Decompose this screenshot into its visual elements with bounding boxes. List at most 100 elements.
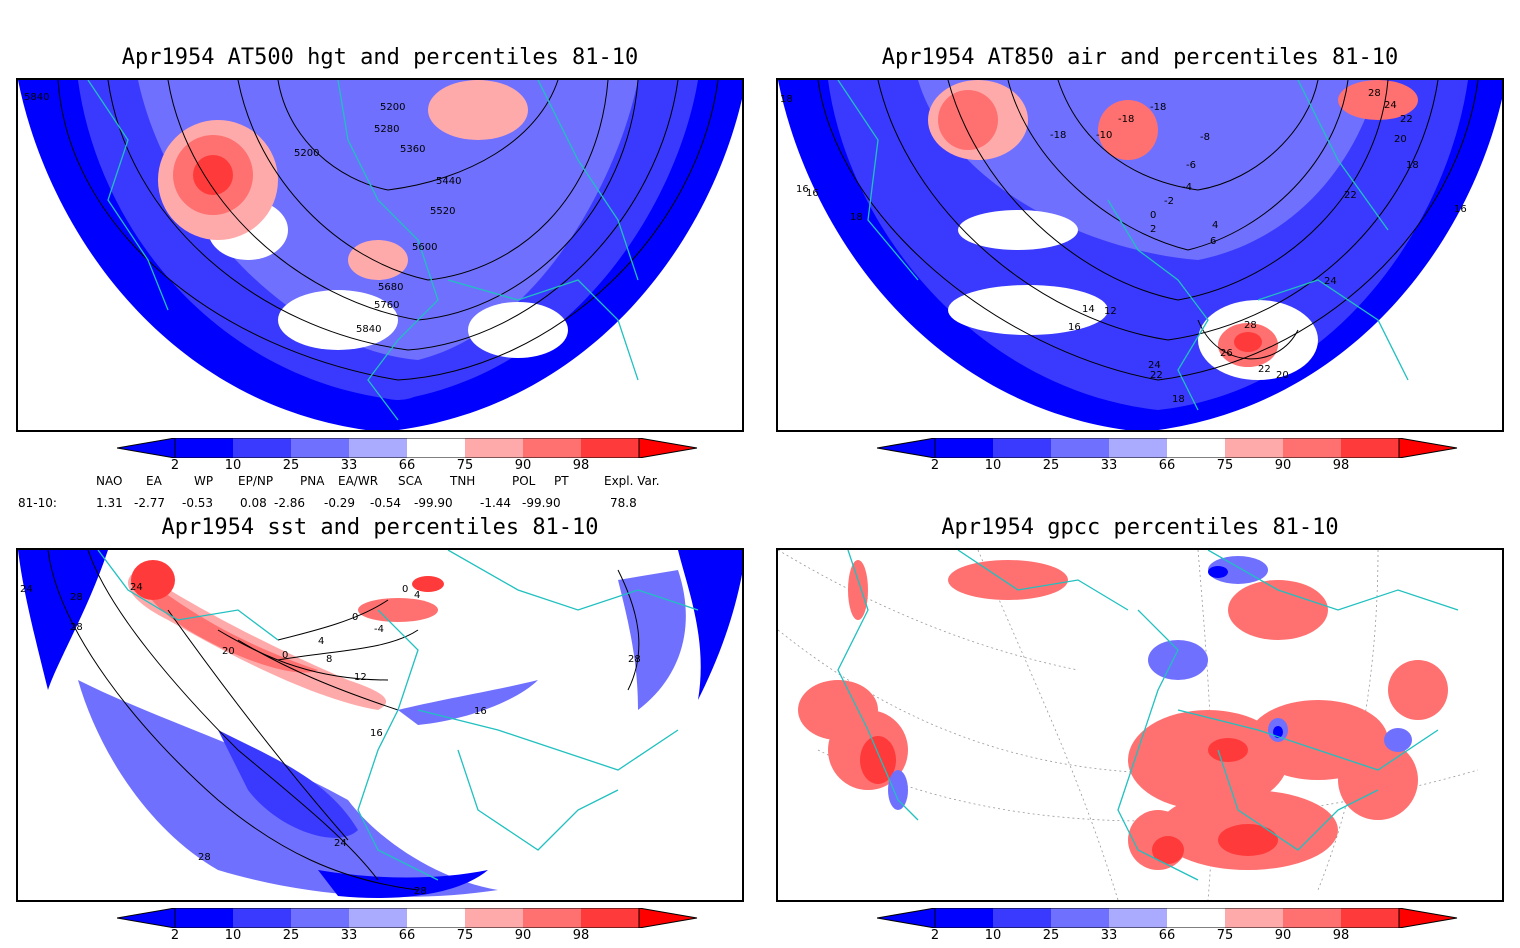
index-header: SCA — [398, 474, 423, 488]
contour-label: 5840 — [24, 92, 49, 103]
colorbar-tick: 98 — [1332, 928, 1350, 943]
contour-label: 26 — [1220, 348, 1233, 359]
index-header: PNA — [300, 474, 325, 488]
colorbar-swatches — [116, 437, 698, 459]
colorbar-tick: 2 — [170, 458, 180, 473]
colorbar-tick: 25 — [1042, 458, 1060, 473]
contour-label: 28 — [414, 886, 427, 897]
contour-label: 4 — [1212, 220, 1218, 231]
colorbar-tick: 33 — [340, 928, 358, 943]
index-value: -2.86 — [274, 496, 306, 510]
colorbar-tick: 90 — [1274, 458, 1292, 473]
index-value: -1.44 — [480, 496, 512, 510]
colorbar: 2 10 25 33 66 75 90 98 — [116, 907, 717, 948]
contour-label: 2 — [1150, 224, 1156, 235]
colorbar-tick: 98 — [572, 458, 590, 473]
colorbar-tick: 90 — [514, 928, 532, 943]
contour-label: 5680 — [378, 282, 403, 293]
contour-label: 20 — [1394, 134, 1407, 145]
index-header: EA/WR — [338, 474, 379, 488]
index-value: -99.90 — [522, 496, 561, 510]
colorbar-tick: 2 — [930, 458, 940, 473]
index-value: -0.54 — [370, 496, 402, 510]
contour-label: 8 — [326, 654, 332, 665]
contour-label: 18 — [850, 212, 863, 223]
map-sst: 24 28 28 24 20 0 4 8 12 0 -4 0 4 16 16 2… — [16, 548, 744, 902]
index-value: -2.77 — [134, 496, 166, 510]
contour-label: 28 — [1244, 320, 1257, 331]
colorbar-tick: 2 — [930, 928, 940, 943]
contour-label: 5840 — [356, 324, 381, 335]
contour-label: -8 — [1200, 132, 1210, 143]
index-header: PT — [554, 474, 569, 488]
colorbar-tick: 33 — [1100, 458, 1118, 473]
panel-title-sst: Apr1954 sst and percentiles 81-10 — [161, 515, 599, 540]
index-value: 78.8 — [610, 496, 637, 510]
contour-label: 20 — [1276, 370, 1289, 381]
index-header: NAO — [96, 474, 123, 488]
contour-label: 28 — [70, 592, 83, 603]
map-hgt500: 5840 5200 5280 5360 5200 5440 5520 5600 … — [16, 78, 744, 432]
colorbar-tick: 25 — [1042, 928, 1060, 943]
index-header: Expl. Var. — [604, 474, 660, 488]
contour-label: 0 — [402, 584, 408, 595]
contour-label: 16 — [474, 706, 487, 717]
contour-label: 28 — [1368, 88, 1381, 99]
contour-label: 16 — [796, 184, 809, 195]
index-header: EA — [146, 474, 162, 488]
index-header: POL — [512, 474, 536, 488]
colorbar-tick: 10 — [224, 928, 242, 943]
contour-label: 22 — [1344, 190, 1357, 201]
colorbar-tick: 66 — [398, 928, 416, 943]
contour-label: 24 — [1384, 100, 1397, 111]
contour-label: 16 — [1068, 322, 1081, 333]
colorbar-tick: 98 — [1332, 458, 1350, 473]
colorbar-tick: 66 — [1158, 928, 1176, 943]
colorbar: 2 10 25 33 66 75 90 98 — [876, 907, 1477, 948]
colorbar-tick: 90 — [1274, 928, 1292, 943]
contour-label: -4 — [1182, 182, 1192, 193]
colorbar-tick: 33 — [1100, 928, 1118, 943]
contour-label: 22 — [1150, 370, 1163, 381]
colorbar-tick: 90 — [514, 458, 532, 473]
contour-label: 28 — [70, 622, 83, 633]
colorbar-tick: 75 — [1216, 458, 1234, 473]
contour-label: 24 — [1148, 360, 1161, 371]
colorbar-tick: 25 — [282, 928, 300, 943]
contour-label: 12 — [1104, 306, 1117, 317]
colorbar: 2 10 25 33 66 75 90 98 — [116, 437, 717, 478]
contour-label: 5360 — [400, 144, 425, 155]
contour-label: 28 — [198, 852, 211, 863]
contour-label: -6 — [1186, 160, 1196, 171]
contour-label: 5440 — [436, 176, 461, 187]
contour-label: 0 — [282, 650, 288, 661]
contour-label: 22 — [1400, 114, 1413, 125]
contour-label: 5200 — [294, 148, 319, 159]
colorbar: 2 10 25 33 66 75 90 98 — [876, 437, 1477, 478]
colorbar-tick: 33 — [340, 458, 358, 473]
index-header: WP — [194, 474, 214, 488]
map-gpcc — [776, 548, 1504, 902]
contour-label: 4 — [318, 636, 324, 647]
contour-label: 22 — [1258, 364, 1271, 375]
colorbar-tick: 98 — [572, 928, 590, 943]
indices-row-label: 81-10: — [18, 496, 57, 510]
contour-label: 0 — [1150, 210, 1156, 221]
contour-label: 5280 — [374, 124, 399, 135]
contour-label: 18 — [780, 94, 793, 105]
contour-label: 20 — [222, 646, 235, 657]
index-header: EP/NP — [238, 474, 274, 488]
panel-title-air850: Apr1954 AT850 air and percentiles 81-10 — [881, 45, 1399, 70]
colorbar-tick: 10 — [984, 928, 1002, 943]
colorbar-tick: 25 — [282, 458, 300, 473]
contour-label: 4 — [414, 590, 420, 601]
contour-label: -10 — [1096, 130, 1112, 141]
index-value: -0.29 — [324, 496, 356, 510]
contour-label: 24 — [20, 584, 33, 595]
contour-label: -4 — [374, 624, 384, 635]
colorbar-tick: 66 — [1158, 458, 1176, 473]
colorbar-tick: 10 — [984, 458, 1002, 473]
contour-label: -18 — [1118, 114, 1134, 125]
contour-label: 6 — [1210, 236, 1216, 247]
colorbar-swatches — [116, 907, 698, 929]
